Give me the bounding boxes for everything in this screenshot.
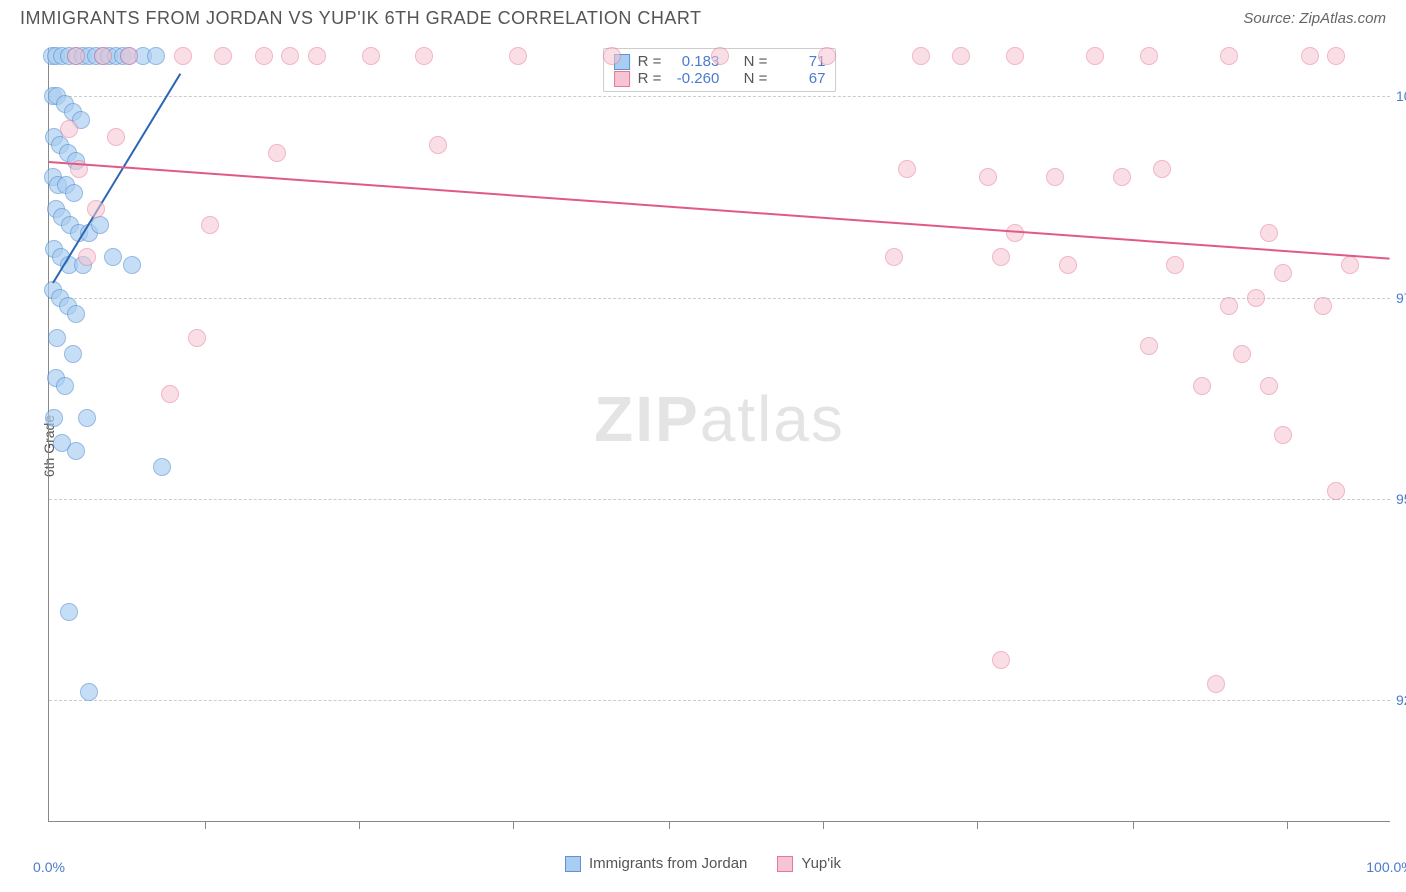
x-tick [669, 821, 670, 829]
scatter-point-yupik [255, 47, 273, 65]
scatter-point-jordan [60, 603, 78, 621]
x-tick [1133, 821, 1134, 829]
gridline [49, 96, 1390, 97]
swatch-icon [777, 856, 793, 872]
chart-title: IMMIGRANTS FROM JORDAN VS YUP'IK 6TH GRA… [20, 8, 702, 29]
x-tick [205, 821, 206, 829]
x-tick [513, 821, 514, 829]
y-tick-label: 100.0% [1396, 88, 1406, 104]
x-tick [1287, 821, 1288, 829]
scatter-point-yupik [1274, 264, 1292, 282]
gridline [49, 700, 1390, 701]
scatter-point-yupik [711, 47, 729, 65]
scatter-point-yupik [1086, 47, 1104, 65]
scatter-point-yupik [912, 47, 930, 65]
scatter-point-yupik [979, 168, 997, 186]
scatter-point-jordan [78, 409, 96, 427]
scatter-point-jordan [48, 329, 66, 347]
scatter-point-yupik [1247, 289, 1265, 307]
scatter-point-yupik [1059, 256, 1077, 274]
scatter-point-yupik [1153, 160, 1171, 178]
scatter-point-yupik [1260, 377, 1278, 395]
scatter-point-jordan [104, 248, 122, 266]
scatter-point-jordan [153, 458, 171, 476]
scatter-point-yupik [161, 385, 179, 403]
scatter-point-jordan [123, 256, 141, 274]
scatter-point-yupik [603, 47, 621, 65]
watermark: ZIPatlas [594, 382, 845, 456]
x-tick [359, 821, 360, 829]
scatter-point-jordan [80, 683, 98, 701]
scatter-point-yupik [308, 47, 326, 65]
trend-line-yupik [49, 161, 1390, 260]
legend-item-yupik: Yup'ik [777, 855, 841, 872]
scatter-point-yupik [1006, 47, 1024, 65]
scatter-point-yupik [120, 47, 138, 65]
gridline [49, 499, 1390, 500]
y-tick-label: 92.5% [1396, 692, 1406, 708]
scatter-point-yupik [188, 329, 206, 347]
x-tick [977, 821, 978, 829]
scatter-point-jordan [147, 47, 165, 65]
scatter-point-jordan [64, 345, 82, 363]
scatter-point-yupik [1260, 224, 1278, 242]
x-tick [823, 821, 824, 829]
scatter-point-jordan [67, 442, 85, 460]
scatter-point-yupik [1166, 256, 1184, 274]
scatter-point-jordan [45, 409, 63, 427]
scatter-point-yupik [1140, 47, 1158, 65]
scatter-point-yupik [992, 248, 1010, 266]
scatter-point-yupik [1314, 297, 1332, 315]
scatter-point-jordan [65, 184, 83, 202]
scatter-point-yupik [885, 248, 903, 266]
scatter-point-yupik [281, 47, 299, 65]
scatter-point-yupik [1207, 675, 1225, 693]
scatter-point-yupik [1301, 47, 1319, 65]
scatter-point-yupik [268, 144, 286, 162]
scatter-point-yupik [952, 47, 970, 65]
scatter-point-yupik [415, 47, 433, 65]
scatter-point-yupik [898, 160, 916, 178]
scatter-point-yupik [1220, 297, 1238, 315]
scatter-point-yupik [60, 120, 78, 138]
scatter-point-yupik [509, 47, 527, 65]
scatter-point-yupik [214, 47, 232, 65]
swatch-icon [565, 856, 581, 872]
scatter-point-yupik [1341, 256, 1359, 274]
scatter-point-jordan [91, 216, 109, 234]
scatter-point-yupik [201, 216, 219, 234]
scatter-point-yupik [429, 136, 447, 154]
scatter-point-yupik [94, 47, 112, 65]
scatter-point-yupik [78, 248, 96, 266]
scatter-point-yupik [1046, 168, 1064, 186]
scatter-plot-area: ZIPatlas R = 0.183 N = 71 R = -0.260 N =… [48, 48, 1390, 822]
legend-row-yupik: R = -0.260 N = 67 [614, 70, 826, 87]
scatter-point-yupik [1327, 482, 1345, 500]
scatter-point-yupik [87, 200, 105, 218]
scatter-point-yupik [1327, 47, 1345, 65]
scatter-point-yupik [174, 47, 192, 65]
scatter-point-yupik [1193, 377, 1211, 395]
scatter-point-yupik [1220, 47, 1238, 65]
gridline [49, 298, 1390, 299]
scatter-point-jordan [56, 377, 74, 395]
scatter-point-yupik [992, 651, 1010, 669]
scatter-point-yupik [362, 47, 380, 65]
y-tick-label: 95.0% [1396, 491, 1406, 507]
scatter-point-yupik [818, 47, 836, 65]
scatter-point-yupik [107, 128, 125, 146]
scatter-point-yupik [1233, 345, 1251, 363]
scatter-point-jordan [67, 305, 85, 323]
y-tick-label: 97.5% [1396, 290, 1406, 306]
scatter-point-yupik [1140, 337, 1158, 355]
legend-item-jordan: Immigrants from Jordan [565, 855, 747, 872]
source-attribution: Source: ZipAtlas.com [1243, 10, 1386, 27]
series-legend: Immigrants from Jordan Yup'ik [0, 855, 1406, 872]
swatch-icon [614, 71, 630, 87]
scatter-point-yupik [1274, 426, 1292, 444]
scatter-point-yupik [67, 47, 85, 65]
scatter-point-yupik [1006, 224, 1024, 242]
scatter-point-yupik [1113, 168, 1131, 186]
